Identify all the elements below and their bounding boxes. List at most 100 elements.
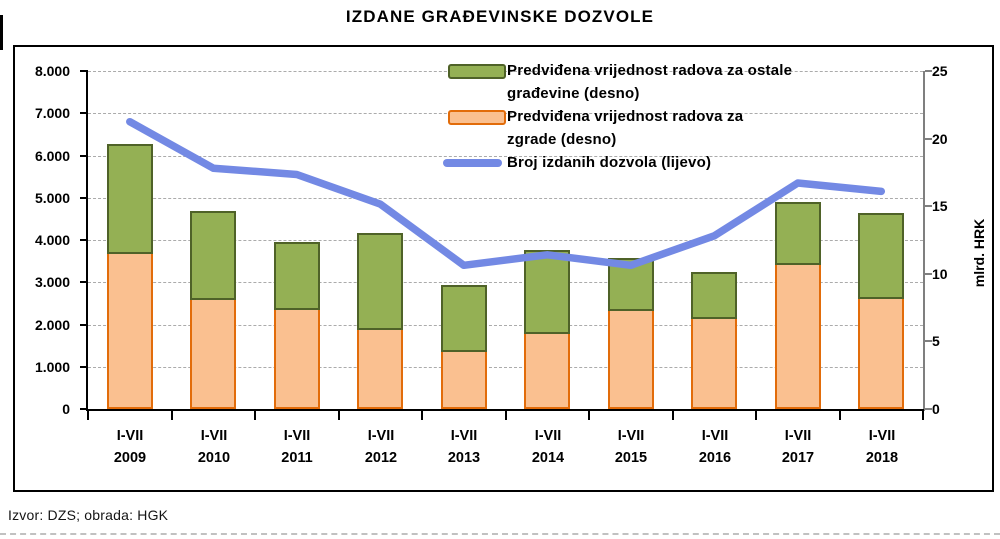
bar-zgrade-2010	[190, 298, 236, 409]
right-axis-label: 15	[932, 198, 948, 214]
x-axis-label-line: 2010	[197, 450, 231, 466]
x-axis-tick	[922, 409, 924, 420]
legend-item-broj-dozvola: Broj izdanih dozvola (lijevo)	[443, 151, 928, 174]
left-axis-tick	[80, 239, 88, 241]
left-axis-tick	[80, 70, 88, 72]
x-axis-label-line: I-VII	[116, 428, 144, 444]
right-axis-label: 10	[932, 266, 948, 282]
x-axis-label-line: 2016	[698, 450, 732, 466]
bar-ostale-gradevine-2010	[190, 211, 236, 300]
bar-zgrade-2013	[441, 350, 487, 409]
x-axis-label-line: 2018	[865, 450, 899, 466]
right-axis-label: 25	[932, 63, 948, 79]
left-axis-line	[86, 71, 88, 411]
right-axis-title: mlrd. HRK	[971, 218, 987, 288]
x-axis-label-2016: I-VII 2016	[673, 425, 757, 469]
x-axis-label-2009: I-VII 2009	[88, 425, 172, 469]
gridline	[88, 282, 923, 283]
gridline	[88, 198, 923, 199]
left-axis-label: 4.000	[34, 232, 70, 248]
x-axis-tick	[839, 409, 841, 420]
bar-zgrade-2015	[608, 309, 654, 409]
left-axis-label: 5.000	[34, 190, 70, 206]
left-axis-tick	[80, 112, 88, 114]
right-axis-tick	[925, 340, 932, 342]
left-axis-label: 1.000	[34, 359, 70, 375]
x-axis-label-line: 2009	[113, 450, 147, 466]
right-axis-tick	[925, 205, 932, 207]
right-axis-tick	[925, 273, 932, 275]
left-axis-label: 8.000	[34, 63, 70, 79]
x-axis-label-2013: I-VII 2013	[422, 425, 506, 469]
legend-label: Broj izdanih dozvola (lijevo)	[507, 154, 712, 171]
legend-swatch-orange-bar	[448, 110, 506, 125]
x-axis-tick	[505, 409, 507, 420]
left-axis-tick	[80, 281, 88, 283]
legend-label: zgrade (desno)	[507, 131, 617, 148]
chart-legend: Predviđena vrijednost radova za ostale g…	[443, 59, 928, 174]
x-axis-label-2011: I-VII 2011	[255, 425, 339, 469]
bar-zgrade-2017	[775, 263, 821, 409]
x-axis-label-line: I-VII	[450, 428, 478, 444]
x-axis-label-line: I-VII	[283, 428, 311, 444]
bar-ostale-gradevine-2018	[858, 213, 904, 299]
right-axis-label: 0	[932, 401, 940, 417]
left-axis-label: 7.000	[34, 105, 70, 121]
x-axis-label-2017: I-VII 2017	[756, 425, 840, 469]
legend-label: Predviđena vrijednost radova za	[507, 108, 744, 125]
bar-zgrade-2012	[357, 328, 403, 409]
right-axis-label: 20	[932, 131, 948, 147]
left-axis-tick	[80, 197, 88, 199]
left-axis-tick	[80, 366, 88, 368]
x-axis-label-line: I-VII	[701, 428, 729, 444]
legend-item-zgrade: Predviđena vrijednost radova za zgrade (…	[448, 105, 928, 151]
left-axis-label: 2.000	[34, 317, 70, 333]
left-axis-tick	[80, 155, 88, 157]
x-axis-label-line: I-VII	[868, 428, 896, 444]
x-axis-label-line: 2017	[781, 450, 815, 466]
bar-ostale-gradevine-2012	[357, 233, 403, 330]
x-axis-label-line: 2014	[531, 450, 565, 466]
gridline	[88, 367, 923, 368]
bar-ostale-gradevine-2011	[274, 242, 320, 310]
x-axis-label-line: 2013	[447, 450, 481, 466]
x-axis-tick	[588, 409, 590, 420]
left-edge-crop-artifact	[0, 15, 3, 50]
bar-zgrade-2018	[858, 297, 904, 409]
bar-ostale-gradevine-2015	[608, 258, 654, 311]
bar-zgrade-2016	[691, 317, 737, 409]
bar-ostale-gradevine-2013	[441, 285, 487, 352]
right-axis-tick	[925, 70, 932, 72]
x-axis-tick	[171, 409, 173, 420]
bottom-crop-dashed-line	[0, 533, 1000, 535]
left-axis-label: 0	[62, 401, 70, 417]
legend-label: Predviđena vrijednost radova za ostale	[507, 62, 793, 79]
x-axis-label-line: I-VII	[367, 428, 395, 444]
bar-zgrade-2009	[107, 252, 153, 409]
chart-title: IZDANE GRAĐEVINSKE DOZVOLE	[345, 7, 655, 26]
legend-swatch-blue-line	[443, 159, 502, 167]
left-axis-label: 3.000	[34, 274, 70, 290]
left-axis-tick	[80, 324, 88, 326]
chart-area: 0 1.000 2.000 3.000 4.000 5.000 6.000 7.000 8.00…	[15, 47, 992, 490]
x-axis-label-line: 2015	[614, 450, 648, 466]
x-axis-label-line: 2011	[281, 450, 313, 466]
bar-zgrade-2014	[524, 332, 570, 409]
bar-zgrade-2011	[274, 308, 320, 409]
x-axis-label-line: I-VII	[784, 428, 812, 444]
x-axis-tick	[755, 409, 757, 420]
gridline	[88, 325, 923, 326]
left-axis-label: 6.000	[34, 148, 70, 164]
x-axis-label-line: I-VII	[617, 428, 645, 444]
x-axis-label-2014: I-VII 2014	[506, 425, 590, 469]
x-axis-label-line: I-VII	[534, 428, 562, 444]
left-axis-tick	[80, 408, 88, 410]
bar-ostale-gradevine-2009	[107, 144, 153, 254]
x-axis-tick	[672, 409, 674, 420]
x-axis-label-line: I-VII	[200, 428, 228, 444]
right-axis-line	[923, 71, 925, 411]
x-axis-label-line: 2012	[364, 450, 398, 466]
x-axis-label-2015: I-VII 2015	[589, 425, 673, 469]
legend-item-ostale-gradevine: Predviđena vrijednost radova za ostale g…	[448, 59, 928, 105]
right-axis-tick	[925, 138, 932, 140]
